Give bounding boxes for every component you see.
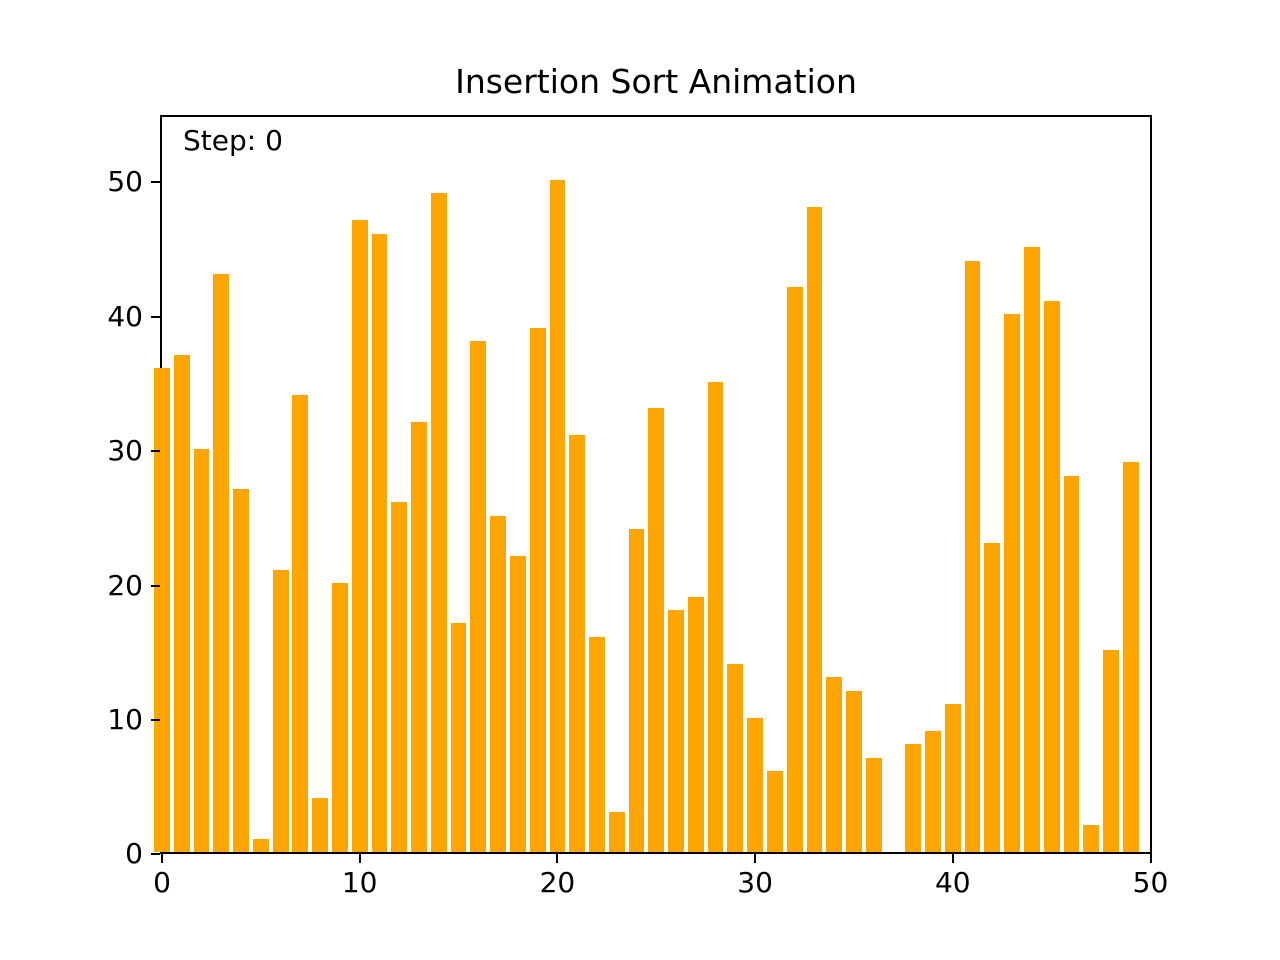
bar	[351, 220, 368, 852]
y-tick-mark	[151, 718, 160, 721]
bar	[490, 515, 506, 852]
bar	[332, 583, 348, 852]
bar	[391, 502, 408, 852]
bar	[371, 233, 388, 852]
bar	[252, 838, 269, 852]
x-tick-mark	[556, 854, 559, 863]
x-tick-label: 10	[341, 866, 378, 899]
bar	[766, 771, 783, 852]
bar	[925, 731, 941, 852]
bar	[1004, 314, 1020, 852]
y-tick-label: 10	[107, 702, 143, 736]
bar	[1122, 462, 1139, 852]
x-tick-mark	[161, 854, 163, 863]
y-tick-mark	[151, 315, 160, 318]
y-tick-mark	[151, 584, 160, 587]
bar	[213, 273, 230, 852]
bar	[1043, 300, 1060, 852]
bar	[905, 744, 922, 852]
y-tick-label: 50	[107, 165, 143, 199]
y-tick-label: 0	[125, 837, 143, 871]
bar	[1063, 475, 1080, 852]
x-tick-label: 0	[153, 866, 171, 899]
x-tick-mark	[951, 854, 954, 863]
bar	[193, 448, 210, 852]
bar	[747, 717, 763, 852]
bar	[589, 636, 605, 852]
bar	[1103, 650, 1119, 852]
bar	[470, 341, 487, 852]
bar	[1023, 247, 1040, 852]
bar	[648, 408, 665, 852]
x-tick-label: 30	[737, 866, 773, 899]
bar	[173, 354, 190, 852]
x-tick-label: 50	[1132, 866, 1169, 899]
bar	[846, 690, 862, 852]
plot-area: Step: 0	[154, 115, 1152, 854]
bar	[430, 193, 447, 852]
bar	[865, 757, 882, 852]
bar	[549, 179, 566, 852]
bar	[727, 663, 744, 852]
bar	[233, 489, 249, 852]
x-tick-label: 40	[934, 866, 971, 899]
bar	[668, 610, 684, 852]
bar	[608, 811, 625, 852]
step-annotation: Step: 0	[183, 124, 283, 157]
bar	[312, 798, 329, 852]
x-tick-label: 20	[539, 866, 576, 899]
bar	[944, 704, 961, 852]
bar	[707, 381, 724, 852]
bar	[984, 542, 1001, 852]
bar	[1083, 825, 1100, 852]
bar	[509, 556, 526, 852]
bar	[450, 623, 467, 852]
y-tick-label: 30	[107, 434, 143, 468]
y-tick-label: 20	[107, 568, 143, 602]
bar	[272, 569, 289, 852]
bar	[411, 421, 427, 852]
bar	[826, 677, 843, 852]
y-tick-mark	[151, 853, 160, 856]
y-tick-mark	[151, 450, 160, 453]
bar	[529, 327, 546, 852]
bar	[154, 368, 170, 852]
y-tick-mark	[151, 181, 160, 184]
x-tick-mark	[754, 854, 757, 863]
chart-title: Insertion Sort Animation	[455, 62, 857, 101]
y-tick-label: 40	[107, 299, 143, 333]
bar	[806, 206, 823, 852]
bar	[964, 260, 981, 852]
x-tick-mark	[1149, 854, 1152, 863]
bar	[786, 287, 803, 852]
bar	[628, 529, 645, 852]
bar	[292, 394, 309, 852]
x-tick-mark	[358, 854, 361, 863]
bar	[569, 435, 586, 852]
bar	[687, 596, 704, 852]
